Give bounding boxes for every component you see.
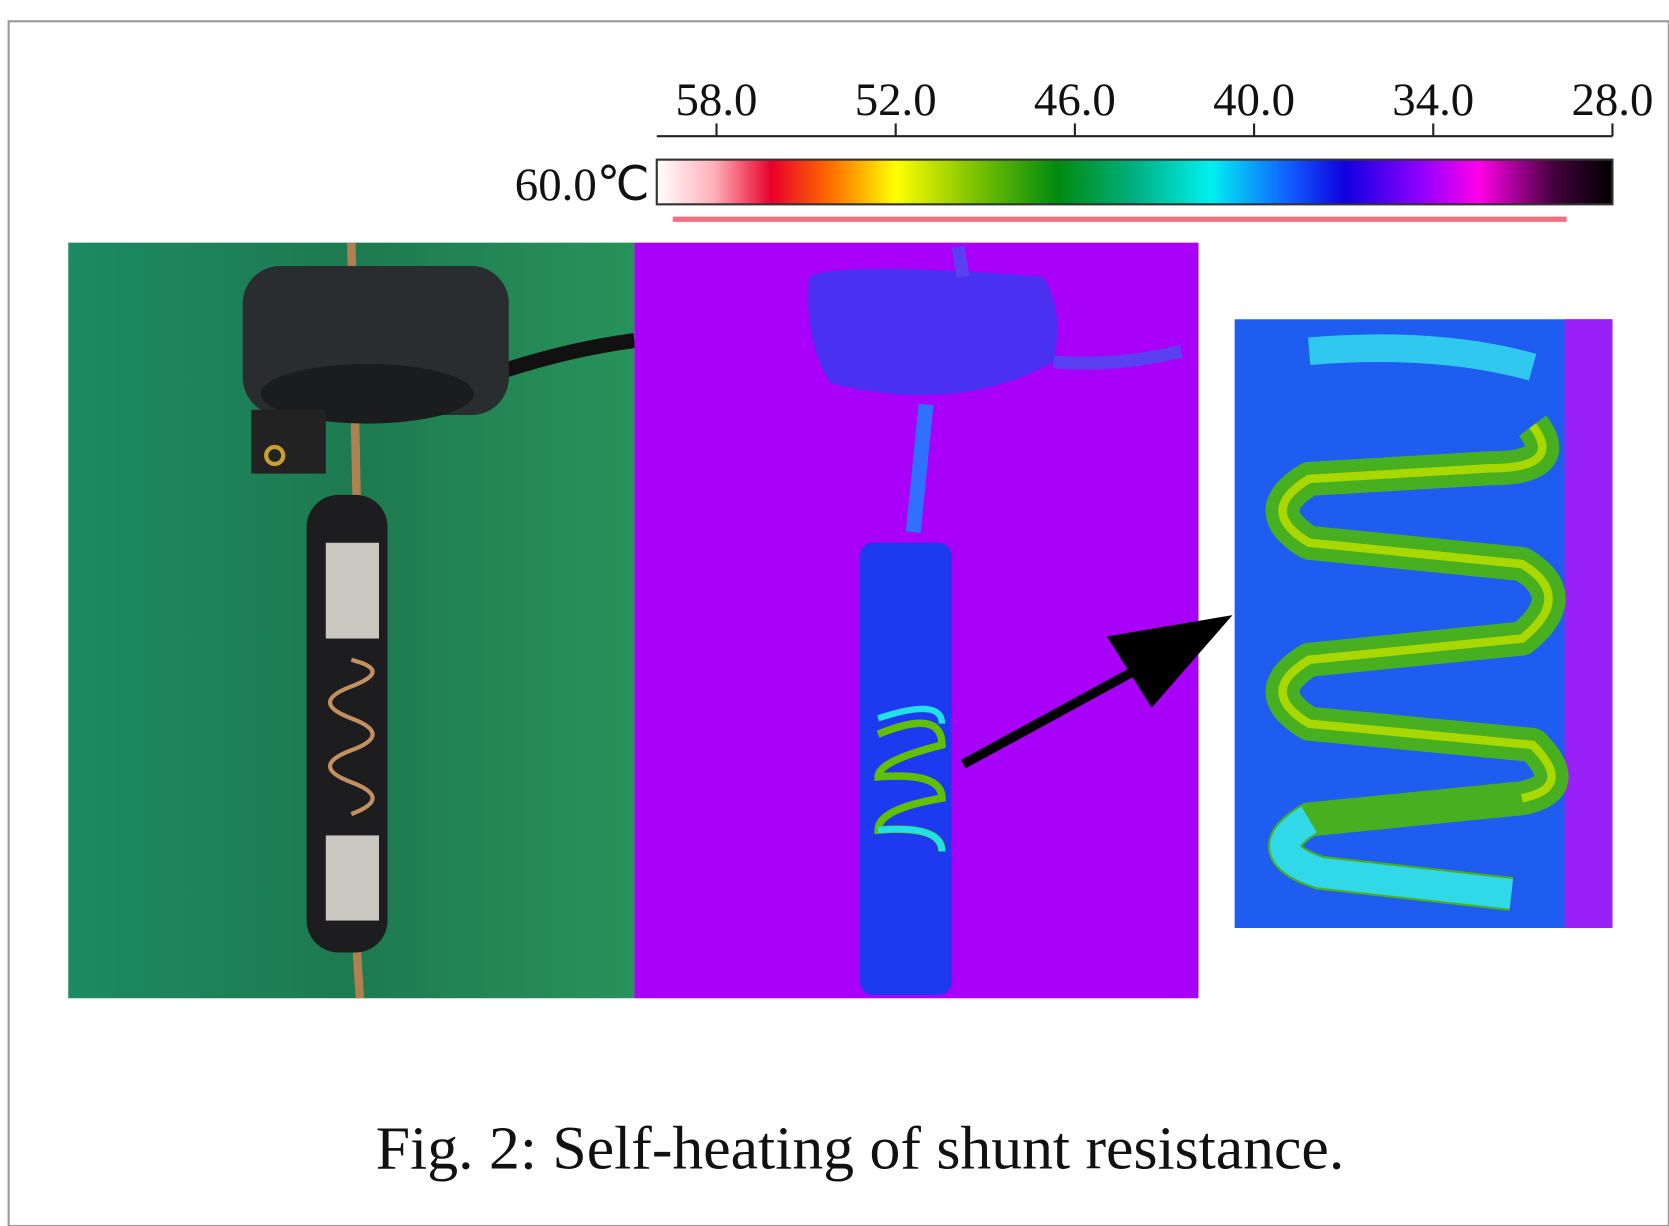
- screw: [264, 444, 286, 467]
- tick-label: 46.0: [1034, 74, 1116, 126]
- colorbar-gradient: [655, 158, 1614, 206]
- tick-label: 34.0: [1392, 74, 1474, 126]
- sensor-heat: [808, 268, 1058, 396]
- colorbar-max-label: 60.0℃: [515, 159, 650, 211]
- colorbar: 60.0℃ 58.0 52.0 46.0 40.0 34.0 28.0: [515, 74, 1653, 222]
- arrow-shaft: [960, 655, 1158, 769]
- tick-label: 28.0: [1571, 74, 1653, 126]
- arrow-head: [1106, 615, 1233, 708]
- terminal: [325, 835, 380, 921]
- zoom-edge: [1564, 319, 1613, 929]
- cable-heat: [951, 245, 1183, 370]
- tick-label: 52.0: [855, 74, 937, 126]
- zoom-panel: [1234, 319, 1613, 929]
- zoom-top: [1308, 334, 1537, 381]
- sensor-mount: [251, 409, 326, 474]
- caption: Fig. 2: Self-heating of shunt resistance…: [376, 1115, 1344, 1183]
- wire-heat: [905, 403, 934, 533]
- warm-wire: [877, 705, 946, 852]
- zoom-bottom: [1270, 806, 1513, 909]
- resistor-heat: [860, 542, 952, 996]
- thermal-panel: [634, 242, 1233, 999]
- zoom-coil-core: [1278, 423, 1556, 803]
- sensor-ring: [260, 363, 474, 424]
- photo-panel: [68, 242, 636, 999]
- tick-label: 40.0: [1213, 74, 1295, 126]
- shunt-wire: [328, 657, 375, 817]
- tick-label: 58.0: [676, 74, 758, 126]
- terminal: [325, 542, 380, 639]
